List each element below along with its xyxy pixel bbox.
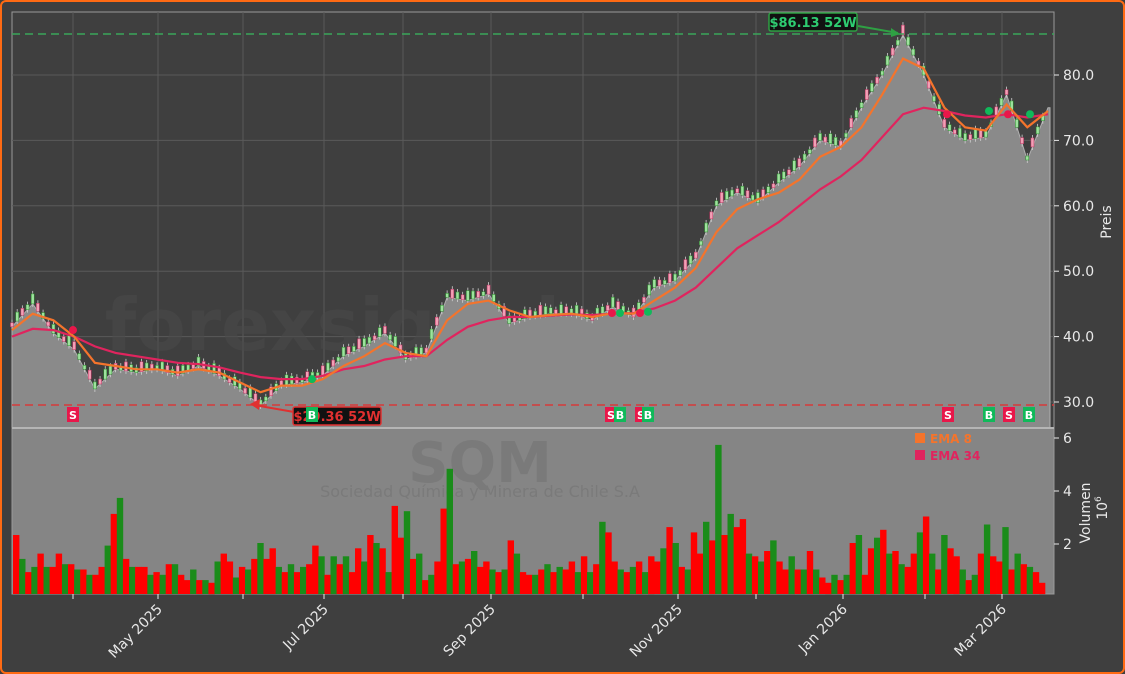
signal-sell: S [1003, 407, 1015, 422]
price-axis-title: Preis [1099, 205, 1115, 238]
svg-text:S: S [637, 409, 645, 422]
volume-scale: 106 [1094, 496, 1111, 520]
svg-text:S: S [1005, 409, 1013, 422]
trade-signals: S B S B SB S B S B [67, 407, 1035, 422]
svg-text:B: B [616, 409, 624, 422]
volume-bars [13, 444, 1046, 595]
svg-text:B: B [644, 409, 652, 422]
company-watermark: Sociedad Química y Minera de Chile S.A [320, 482, 640, 501]
signal-sell: S [942, 407, 954, 422]
legend-ema34-swatch [915, 450, 925, 460]
svg-text:B: B [985, 409, 993, 422]
svg-text:Jul 2025: Jul 2025 [280, 602, 332, 654]
svg-text:60.0: 60.0 [1063, 199, 1094, 215]
signal-buy: B [614, 407, 626, 422]
ema8-line [11, 57, 1049, 394]
svg-text:B: B [1025, 409, 1033, 422]
crossover-markers [69, 106, 1034, 384]
svg-text:S: S [69, 409, 77, 422]
signal-buy: B [1023, 407, 1035, 422]
svg-text:Jan 2026: Jan 2026 [795, 601, 851, 657]
legend-ema34-label: EMA 34 [930, 449, 980, 463]
svg-text:Mar 2026: Mar 2026 [951, 601, 1009, 659]
svg-text:50.0: 50.0 [1063, 264, 1094, 280]
svg-text:30.0: 30.0 [1063, 395, 1094, 411]
svg-text:B: B [308, 409, 316, 422]
svg-text:6: 6 [1063, 431, 1072, 447]
svg-text:40.0: 40.0 [1063, 330, 1094, 346]
svg-text:2: 2 [1063, 537, 1072, 553]
svg-text:80.0: 80.0 [1063, 68, 1094, 84]
price-y-axis: 30.0 40.0 50.0 60.0 70.0 80.0 [1054, 68, 1094, 411]
high-52w-label: $86.13 52W [769, 16, 856, 31]
svg-text:70.0: 70.0 [1063, 133, 1094, 149]
signal-buy: B [642, 407, 654, 422]
svg-text:Nov 2025: Nov 2025 [627, 602, 686, 661]
volume-y-axis: 2 4 6 [1054, 431, 1072, 553]
legend: EMA 8 EMA 34 [915, 432, 980, 463]
svg-text:S: S [944, 409, 952, 422]
high-52w-annotation: $86.13 52W [768, 12, 900, 37]
svg-text:S: S [607, 409, 615, 422]
signal-sell: S [67, 407, 79, 422]
ticker-watermark: SQM [408, 431, 552, 496]
x-axis: May 2025 Jul 2025 Sep 2025 Nov 2025 Jan 2026… [72, 594, 1010, 662]
legend-ema8-label: EMA 8 [930, 432, 972, 446]
legend-ema8-swatch [915, 433, 925, 443]
volume-axis-title: Volumen [1078, 483, 1094, 544]
svg-text:May 2025: May 2025 [106, 602, 166, 662]
svg-text:Sep 2025: Sep 2025 [441, 602, 499, 660]
signal-buy: B [983, 407, 995, 422]
svg-text:4: 4 [1063, 484, 1072, 500]
signal-buy: B [306, 407, 318, 422]
